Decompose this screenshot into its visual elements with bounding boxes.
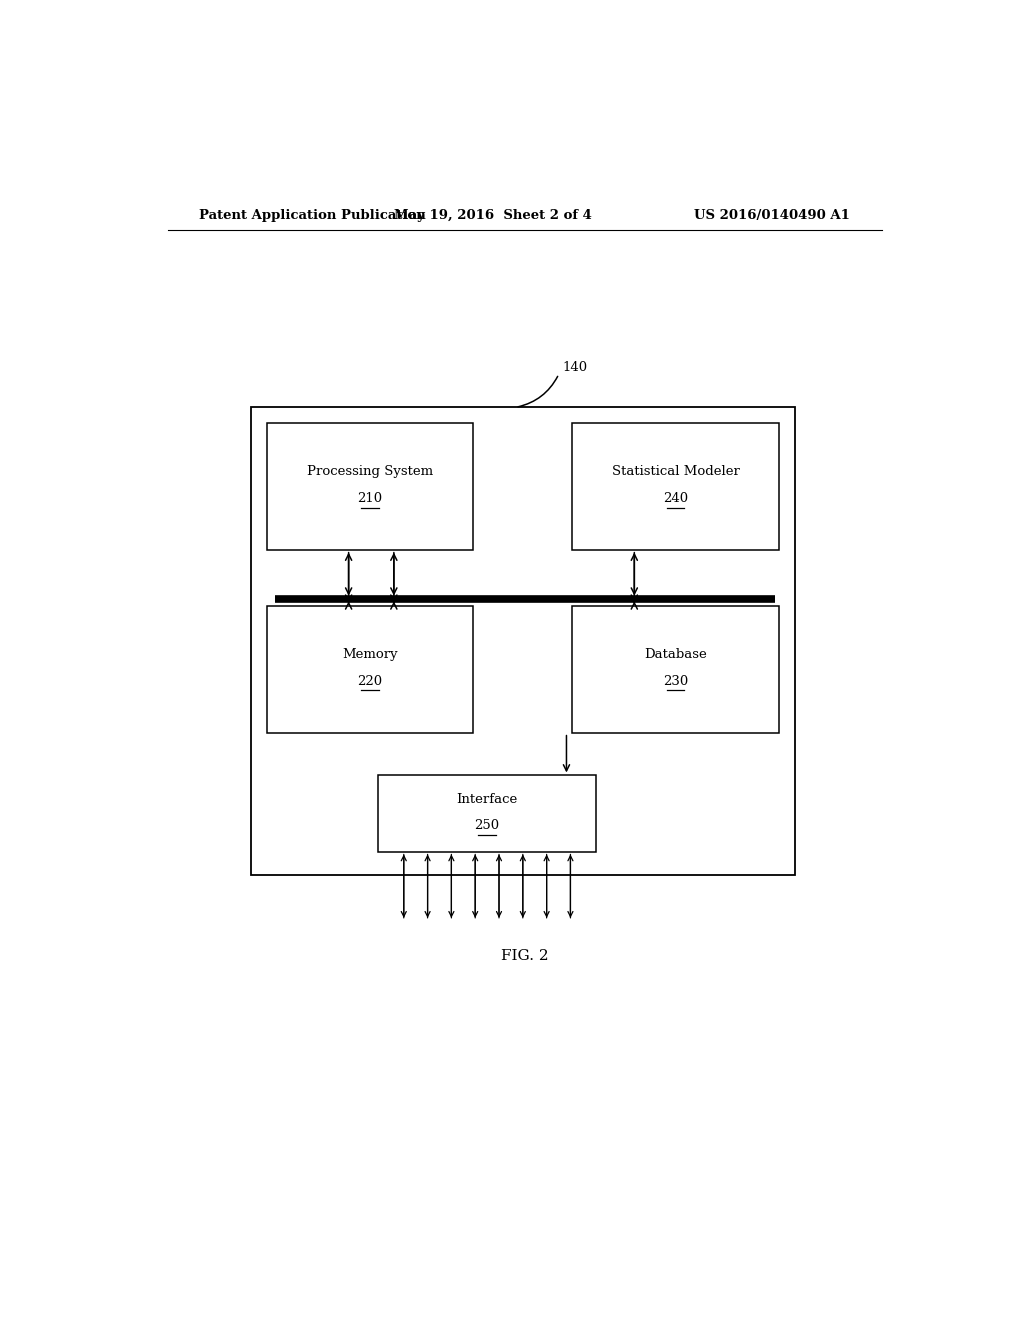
Text: 210: 210	[357, 492, 383, 504]
Text: Processing System: Processing System	[307, 466, 433, 478]
Text: 140: 140	[563, 360, 588, 374]
Bar	[251, 408, 795, 875]
Text: Database: Database	[644, 648, 707, 661]
Text: 220: 220	[357, 675, 383, 688]
Bar	[572, 606, 779, 733]
Text: May 19, 2016  Sheet 2 of 4: May 19, 2016 Sheet 2 of 4	[394, 209, 592, 222]
Text: FIG. 2: FIG. 2	[501, 949, 549, 964]
Text: Interface: Interface	[457, 793, 518, 805]
Text: 250: 250	[474, 820, 500, 832]
Text: US 2016/0140490 A1: US 2016/0140490 A1	[694, 209, 850, 222]
Bar	[267, 422, 473, 549]
Text: 240: 240	[663, 492, 688, 504]
Text: Patent Application Publication: Patent Application Publication	[200, 209, 426, 222]
Text: Memory: Memory	[342, 648, 398, 661]
Bar	[572, 422, 779, 549]
Bar	[378, 775, 596, 851]
Text: 230: 230	[663, 675, 688, 688]
Text: Statistical Modeler: Statistical Modeler	[611, 466, 739, 478]
Bar	[267, 606, 473, 733]
